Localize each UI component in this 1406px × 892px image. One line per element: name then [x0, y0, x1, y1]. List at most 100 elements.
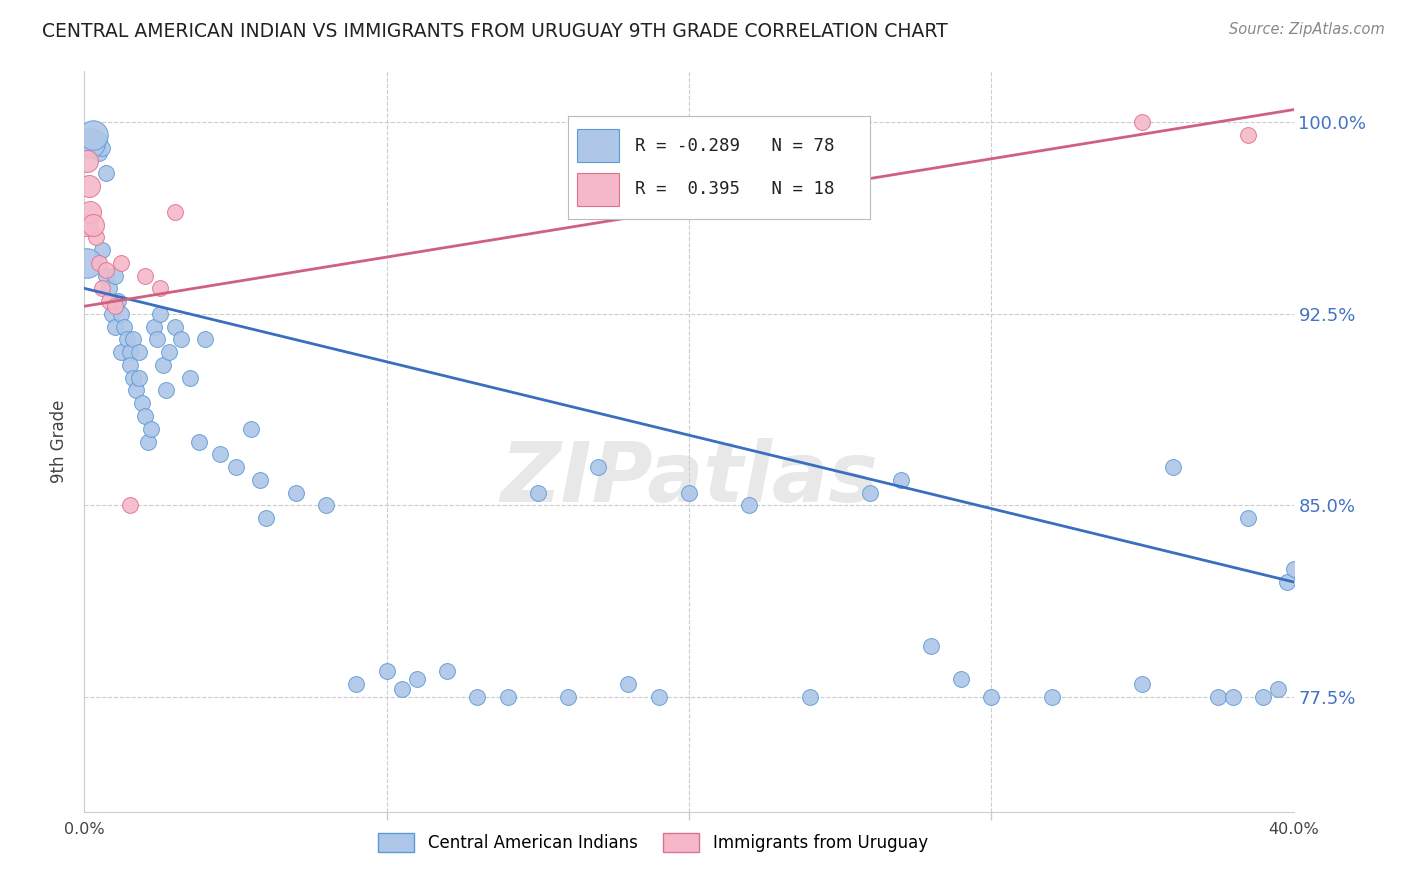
Point — [152, 358, 174, 372]
Point — [1222, 690, 1244, 704]
Point — [134, 268, 156, 283]
Point — [86, 230, 108, 244]
Point — [121, 370, 143, 384]
Point — [118, 358, 141, 372]
Point — [94, 166, 117, 180]
Point — [285, 485, 308, 500]
Point — [128, 370, 150, 384]
Point — [165, 319, 187, 334]
Point — [110, 256, 132, 270]
Point — [128, 345, 150, 359]
Point — [118, 345, 141, 359]
Text: ZIPatlas: ZIPatlas — [501, 438, 877, 519]
Point — [890, 473, 912, 487]
Point — [100, 307, 122, 321]
Point — [79, 204, 101, 219]
Point — [77, 179, 100, 194]
Point — [155, 384, 177, 398]
Point — [738, 499, 761, 513]
Point — [346, 677, 368, 691]
Point — [139, 422, 162, 436]
Point — [194, 333, 217, 347]
Point — [89, 256, 111, 270]
Point — [104, 268, 127, 283]
Point — [115, 333, 138, 347]
Point — [134, 409, 156, 423]
Point — [315, 499, 337, 513]
Point — [1237, 511, 1260, 525]
Text: 40.0%: 40.0% — [1268, 822, 1319, 837]
Point — [527, 485, 550, 500]
Point — [950, 672, 973, 686]
Point — [125, 384, 148, 398]
Point — [142, 319, 165, 334]
Point — [648, 690, 671, 704]
Point — [136, 434, 159, 449]
Point — [1040, 690, 1063, 704]
Point — [94, 268, 117, 283]
Text: Source: ZipAtlas.com: Source: ZipAtlas.com — [1229, 22, 1385, 37]
Point — [121, 333, 143, 347]
Point — [165, 204, 187, 219]
Point — [249, 473, 271, 487]
Point — [149, 281, 172, 295]
Point — [467, 690, 489, 704]
Point — [97, 294, 120, 309]
Point — [107, 294, 129, 309]
Point — [104, 319, 127, 334]
Point — [76, 256, 98, 270]
Point — [170, 333, 193, 347]
Point — [146, 333, 169, 347]
Point — [94, 263, 117, 277]
Point — [76, 153, 98, 168]
Point — [157, 345, 180, 359]
Point — [617, 677, 640, 691]
Point — [239, 422, 262, 436]
Point — [110, 345, 132, 359]
Point — [131, 396, 153, 410]
Point — [1161, 460, 1184, 475]
Point — [920, 639, 942, 653]
Point — [179, 370, 201, 384]
Point — [391, 682, 413, 697]
Point — [406, 672, 429, 686]
Point — [149, 307, 172, 321]
Point — [91, 243, 114, 257]
Point — [799, 690, 821, 704]
Point — [980, 690, 1002, 704]
Point — [254, 511, 277, 525]
Point — [118, 499, 141, 513]
Y-axis label: 9th Grade: 9th Grade — [51, 400, 69, 483]
Point — [104, 299, 127, 313]
Point — [75, 218, 97, 232]
Point — [82, 218, 104, 232]
Point — [82, 128, 104, 143]
Point — [859, 485, 882, 500]
Point — [375, 665, 398, 679]
Point — [97, 281, 120, 295]
Point — [112, 319, 135, 334]
Point — [91, 141, 114, 155]
Text: 0.0%: 0.0% — [65, 822, 104, 837]
Point — [1277, 574, 1299, 589]
Legend: Central American Indians, Immigrants from Uruguay: Central American Indians, Immigrants fro… — [371, 826, 935, 859]
Point — [89, 146, 111, 161]
Point — [1132, 115, 1154, 129]
Point — [91, 281, 114, 295]
Point — [496, 690, 519, 704]
Point — [209, 447, 232, 461]
Point — [1282, 562, 1305, 576]
Point — [588, 460, 610, 475]
Point — [1253, 690, 1275, 704]
Point — [678, 485, 700, 500]
Point — [1132, 677, 1154, 691]
Text: CENTRAL AMERICAN INDIAN VS IMMIGRANTS FROM URUGUAY 9TH GRADE CORRELATION CHART: CENTRAL AMERICAN INDIAN VS IMMIGRANTS FR… — [42, 22, 948, 41]
Point — [557, 690, 579, 704]
Point — [225, 460, 247, 475]
Point — [1237, 128, 1260, 143]
Point — [89, 133, 111, 147]
Point — [1206, 690, 1229, 704]
Point — [436, 665, 458, 679]
Point — [79, 136, 101, 150]
Point — [188, 434, 211, 449]
